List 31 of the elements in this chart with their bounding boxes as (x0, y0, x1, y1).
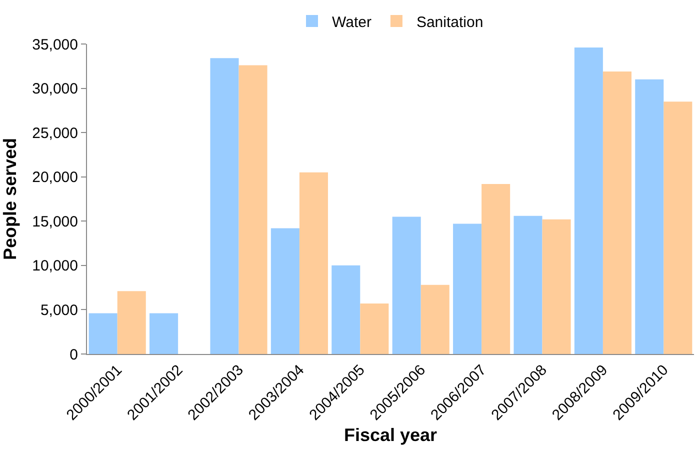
bar (635, 79, 664, 354)
bar (482, 184, 510, 354)
bar (664, 102, 692, 354)
y-tick-label: 35,000 (32, 36, 78, 54)
y-tick-label: 15,000 (32, 213, 78, 230)
bar (542, 219, 571, 354)
legend-label: Sanitation (416, 14, 484, 31)
bar (574, 48, 603, 354)
bar (514, 216, 542, 354)
y-tick-label: 0 (70, 346, 78, 364)
y-tick-label: 25,000 (32, 124, 78, 142)
bar (392, 216, 421, 354)
y-tick-label: 10,000 (32, 258, 78, 275)
bar (602, 71, 632, 354)
x-axis-title: Fiscal year (344, 424, 438, 445)
bar (238, 65, 268, 354)
y-tick-label: 30,000 (32, 80, 78, 98)
y-tick-label: 5,000 (40, 302, 78, 319)
y-axis-title: People served (0, 138, 20, 260)
bar (420, 284, 450, 354)
bar (332, 265, 360, 354)
legend-label: Water (332, 14, 372, 31)
bar (210, 58, 239, 354)
bar (453, 224, 482, 354)
y-tick-label: 20,000 (32, 169, 78, 186)
bar (150, 313, 178, 354)
bar (117, 291, 146, 354)
bar (299, 172, 328, 354)
bar (88, 313, 118, 354)
bar (360, 304, 389, 354)
bar (270, 228, 300, 354)
